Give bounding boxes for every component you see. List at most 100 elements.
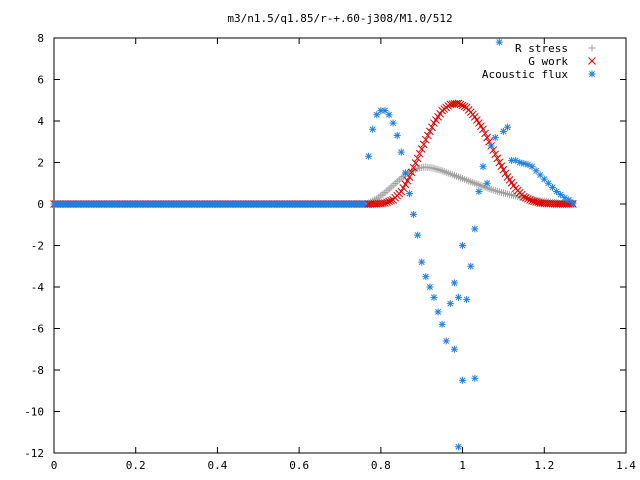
y-tick-label: -6 — [31, 323, 44, 336]
plot-frame — [53, 37, 627, 454]
data-point — [397, 187, 406, 196]
data-point — [532, 167, 540, 175]
data-point — [475, 188, 483, 196]
data-point — [458, 101, 467, 110]
y-axis: 8 6 4 2 0 -2 -4 -6 -8 -10 -12 — [24, 32, 626, 460]
data-point — [553, 188, 561, 196]
data-point — [454, 293, 462, 301]
data-point — [423, 131, 432, 140]
data-point — [460, 102, 469, 111]
data-point — [407, 168, 416, 177]
data-point — [471, 225, 479, 233]
data-point — [456, 100, 465, 109]
y-tick-label: -12 — [24, 447, 44, 460]
data-point — [557, 191, 565, 199]
legend-label: G work — [528, 55, 568, 68]
data-point — [565, 196, 573, 204]
data-point — [401, 180, 410, 189]
data-point — [483, 179, 491, 187]
series-1-points — [364, 99, 577, 208]
data-point — [479, 125, 487, 134]
data-point — [463, 295, 471, 303]
data-point — [405, 190, 413, 198]
data-point — [497, 162, 506, 170]
legend-label: R stress — [515, 42, 568, 55]
x-tick-label: 0.8 — [371, 459, 391, 472]
data-point — [419, 140, 428, 149]
data-point — [413, 154, 422, 163]
data-point — [569, 199, 577, 207]
data-point — [479, 163, 487, 171]
data-point — [481, 129, 489, 138]
y-tick-label: -10 — [24, 406, 44, 419]
data-point — [414, 231, 422, 239]
data-point — [417, 145, 426, 153]
x-tick-label: 0.2 — [126, 459, 146, 472]
y-tick-label: 8 — [37, 32, 44, 45]
data-point — [365, 152, 373, 160]
y-tick-label: -2 — [31, 240, 44, 253]
data-point — [397, 148, 405, 156]
data-point — [430, 293, 438, 301]
data-point — [369, 125, 377, 133]
data-point — [393, 132, 401, 140]
data-point — [401, 169, 409, 177]
data-point — [411, 159, 420, 167]
data-point — [422, 273, 430, 281]
chart-title: m3/n1.5/q1.85/r-+.60-j308/M1.0/512 — [227, 12, 452, 25]
data-point — [373, 111, 381, 119]
data-point — [387, 196, 395, 205]
acoustic-outliers — [450, 345, 479, 451]
data-point — [418, 258, 426, 266]
data-point — [450, 345, 458, 353]
data-point — [434, 308, 442, 316]
data-point — [493, 154, 502, 163]
y-tick-label: 2 — [37, 157, 44, 170]
x-tick-label: 0 — [51, 459, 58, 472]
series-2 — [50, 200, 372, 208]
x-tick-label: 1.2 — [534, 459, 554, 472]
data-point — [410, 210, 418, 218]
data-point — [428, 123, 436, 132]
data-point — [491, 134, 499, 142]
legend-marker — [588, 57, 596, 65]
data-point — [385, 111, 393, 119]
data-point — [491, 150, 500, 159]
data-point — [438, 320, 446, 328]
data-point — [471, 374, 479, 382]
data-point — [495, 158, 504, 167]
data-point — [520, 192, 528, 201]
data-point — [403, 176, 412, 185]
legend-label: Acoustic flux — [482, 68, 568, 81]
series-2-points — [365, 38, 577, 345]
data-point — [526, 195, 534, 204]
data-point — [467, 262, 475, 270]
y-tick-label: 4 — [37, 115, 44, 128]
y-tick-label: -4 — [31, 281, 45, 294]
y-tick-label: -8 — [31, 364, 44, 377]
data-point — [501, 169, 510, 178]
data-point — [459, 376, 467, 384]
data-point — [385, 197, 393, 206]
x-tick-label: 0.4 — [207, 459, 227, 472]
x-tick-label: 1.4 — [616, 459, 636, 472]
data-point — [442, 337, 450, 345]
data-point — [415, 149, 424, 158]
x-axis: 0 0.2 0.4 0.6 0.8 1 1.2 1.4 — [51, 38, 636, 472]
data-point — [487, 142, 495, 150]
data-point — [495, 38, 503, 46]
data-point — [454, 99, 463, 108]
legend-marker — [588, 44, 596, 52]
data-point — [381, 199, 389, 207]
data-point — [389, 119, 397, 127]
plot-area — [50, 38, 577, 451]
x-tick-label: 0.6 — [289, 459, 309, 472]
x-tick-label: 1 — [459, 459, 466, 472]
data-point — [426, 283, 434, 291]
data-point — [459, 242, 467, 249]
data-point — [483, 133, 491, 142]
data-point — [383, 198, 391, 207]
data-point — [524, 194, 532, 203]
